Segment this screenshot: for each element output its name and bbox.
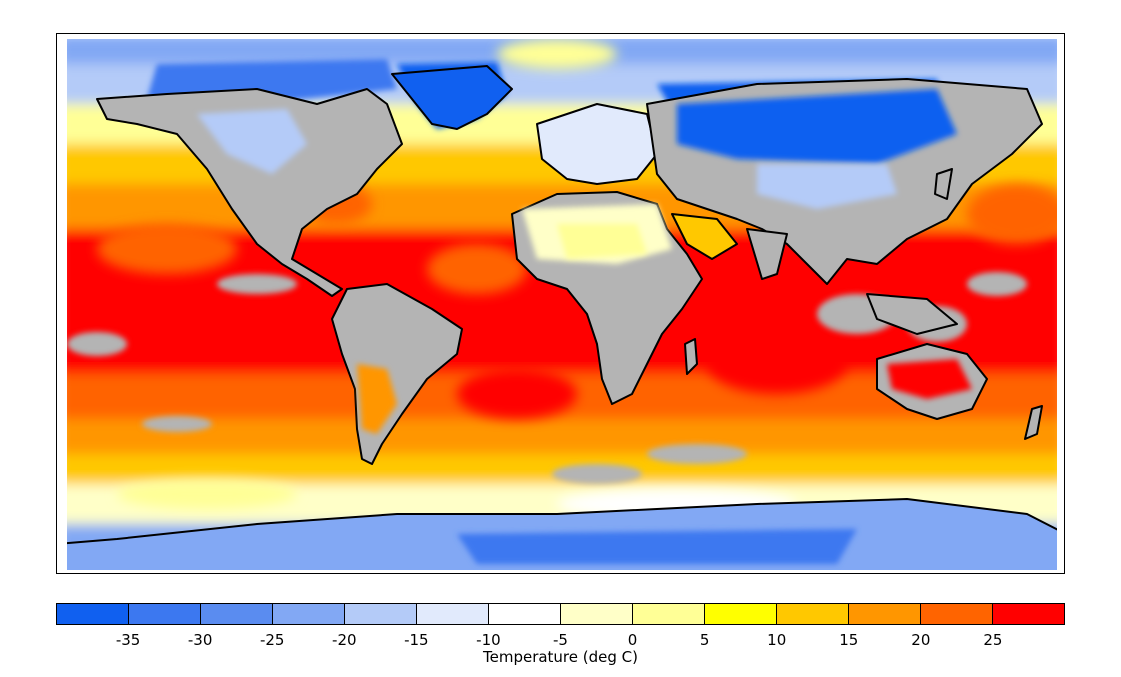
colorbar-segment: [921, 604, 993, 624]
colorbar-tick-label: 5: [699, 631, 710, 649]
colorbar-segment: [561, 604, 633, 624]
colorbar-tick-label: 15: [839, 631, 859, 649]
colorbar-ticks: -35 -30 -25 -20 -15 -10 -5 0 5 10 15 20 25: [56, 626, 1065, 649]
colorbar-segment: [777, 604, 849, 624]
colorbar: [56, 603, 1065, 625]
colorbar-segment: [705, 604, 777, 624]
colorbar-tick-label: 20: [911, 631, 931, 649]
north-america: [96, 88, 403, 297]
colorbar-segment: [57, 604, 129, 624]
colorbar-segment: [849, 604, 921, 624]
colorbar-segment: [993, 604, 1064, 624]
colorbar-segment: [417, 604, 489, 624]
land-masses: [67, 65, 1057, 570]
colorbar-tick-label: 25: [983, 631, 1003, 649]
colorbar-tick-label: 10: [767, 631, 787, 649]
colorbar-tick-label: -5: [553, 631, 568, 649]
colorbar-segment: [633, 604, 705, 624]
southeast-asia-islands: [866, 293, 958, 335]
colorbar-segment: [129, 604, 201, 624]
colorbar-tick-label: -20: [332, 631, 357, 649]
arabian-peninsula: [671, 213, 738, 260]
colorbar-tick-label: -25: [259, 631, 285, 649]
new-zealand: [1024, 405, 1043, 440]
colorbar-segment: [345, 604, 417, 624]
colorbar-tick-label: -15: [404, 631, 429, 649]
temperature-map: [67, 39, 1057, 570]
madagascar: [684, 338, 698, 375]
colorbar-segment: [489, 604, 561, 624]
colorbar-segment: [201, 604, 273, 624]
map-frame: [56, 33, 1065, 574]
colorbar-tick-label: 0: [627, 631, 638, 649]
colorbar-title: Temperature (deg C): [482, 648, 638, 666]
colorbar-tick-label: -35: [115, 631, 141, 649]
colorbar-segment: [273, 604, 345, 624]
colorbar-tick-label: -30: [187, 631, 213, 649]
europe: [536, 103, 658, 185]
greenland: [391, 65, 513, 130]
colorbar-tick-label: -10: [476, 631, 501, 649]
india: [746, 228, 788, 280]
japan: [934, 168, 953, 200]
